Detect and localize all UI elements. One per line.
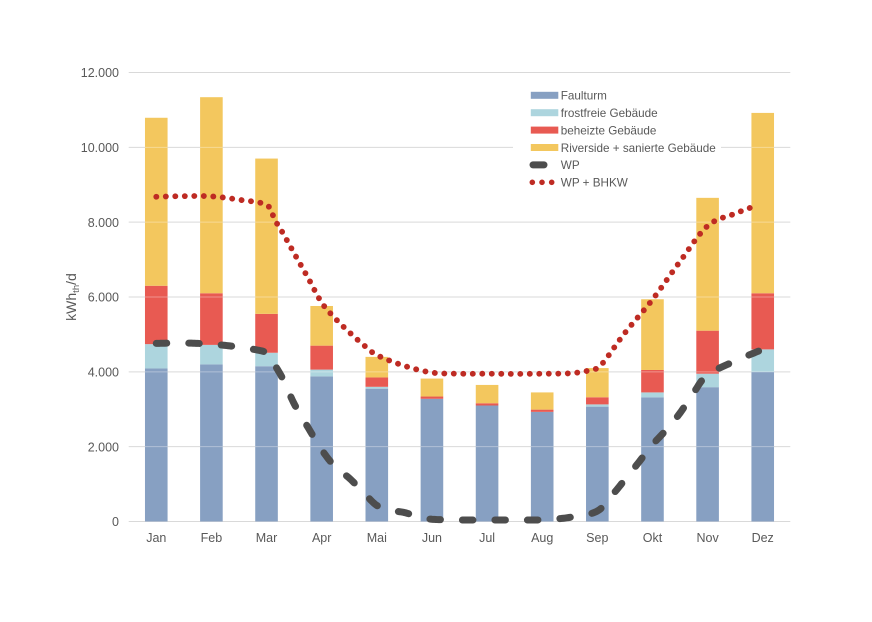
svg-text:6.000: 6.000 — [88, 291, 119, 305]
svg-text:Faulturm: Faulturm — [561, 90, 607, 103]
svg-text:WP: WP — [561, 159, 580, 172]
svg-text:Nov: Nov — [696, 531, 719, 545]
svg-text:frostfreie Gebäude: frostfreie Gebäude — [561, 107, 658, 120]
svg-text:10.000: 10.000 — [81, 141, 119, 155]
svg-text:Aug: Aug — [531, 531, 553, 545]
svg-text:Jun: Jun — [422, 531, 442, 545]
svg-text:Mar: Mar — [256, 531, 278, 545]
svg-text:2.000: 2.000 — [88, 440, 119, 454]
svg-text:Apr: Apr — [312, 531, 331, 545]
svg-text:12.000: 12.000 — [81, 66, 119, 80]
svg-text:kWhth/d: kWhth/d — [63, 273, 82, 321]
svg-text:0: 0 — [112, 515, 119, 529]
svg-text:Sep: Sep — [586, 531, 608, 545]
svg-text:beheizte Gebäude: beheizte Gebäude — [561, 124, 657, 137]
svg-text:8.000: 8.000 — [88, 216, 119, 230]
svg-text:Okt: Okt — [643, 531, 663, 545]
svg-text:Feb: Feb — [201, 531, 223, 545]
svg-text:4.000: 4.000 — [88, 365, 119, 379]
svg-text:Dez: Dez — [752, 531, 774, 545]
svg-text:Jan: Jan — [146, 531, 166, 545]
svg-text:Jul: Jul — [479, 531, 495, 545]
svg-text:Mai: Mai — [367, 531, 387, 545]
svg-text:Riverside + sanierte Gebäude: Riverside + sanierte Gebäude — [561, 142, 716, 155]
svg-text:WP + BHKW: WP + BHKW — [561, 177, 628, 190]
